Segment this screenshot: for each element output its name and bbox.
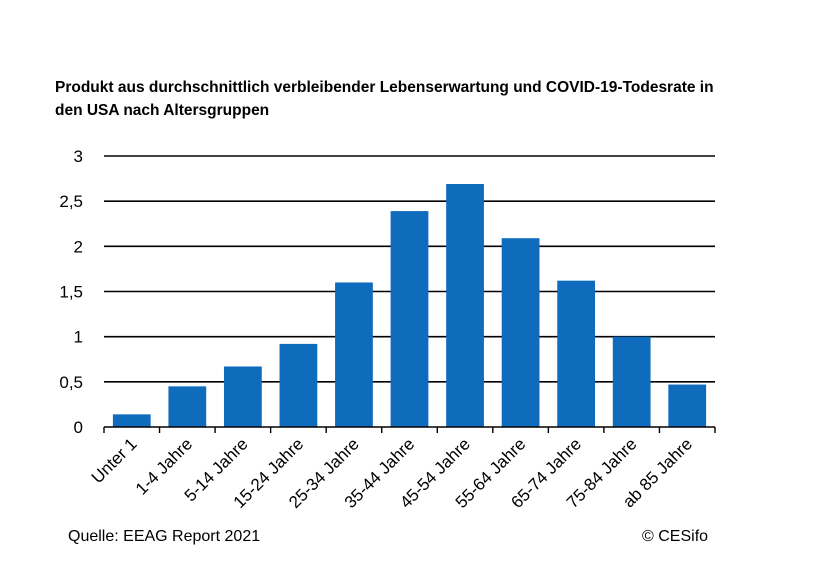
- copyright-credit: © CESifo: [642, 528, 709, 545]
- y-tick-label: 2,5: [59, 192, 83, 211]
- chart-title-line1: Produkt aus durchschnittlich verbleibend…: [55, 79, 714, 96]
- bar: [557, 280, 596, 427]
- chart-title-line2: den USA nach Altersgruppen: [55, 102, 270, 119]
- bar: [446, 184, 484, 427]
- bar: [390, 211, 429, 427]
- bar: [168, 386, 207, 427]
- y-tick-label: 2: [74, 237, 83, 256]
- bars: [112, 184, 707, 427]
- bar: [668, 384, 707, 427]
- x-axis: [103, 426, 716, 433]
- bar: [279, 343, 318, 427]
- bar: [612, 336, 651, 427]
- x-tick-label: Unter 1: [88, 434, 141, 487]
- bar: [223, 366, 262, 427]
- y-tick-label: 1: [74, 328, 83, 347]
- bar: [501, 238, 540, 427]
- y-tick-label: 0,5: [59, 373, 83, 392]
- y-tick-labels: 0 0,5 1 1,5 2 2,5 3: [59, 147, 83, 437]
- y-tick-label: 1,5: [59, 283, 83, 302]
- chart-title: Produkt aus durchschnittlich verbleibend…: [55, 76, 775, 122]
- bar: [335, 282, 373, 427]
- bar: [112, 414, 151, 427]
- source-note: Quelle: EEAG Report 2021: [68, 528, 261, 545]
- y-tick-label: 3: [74, 147, 83, 166]
- y-tick-label: 0: [74, 418, 83, 437]
